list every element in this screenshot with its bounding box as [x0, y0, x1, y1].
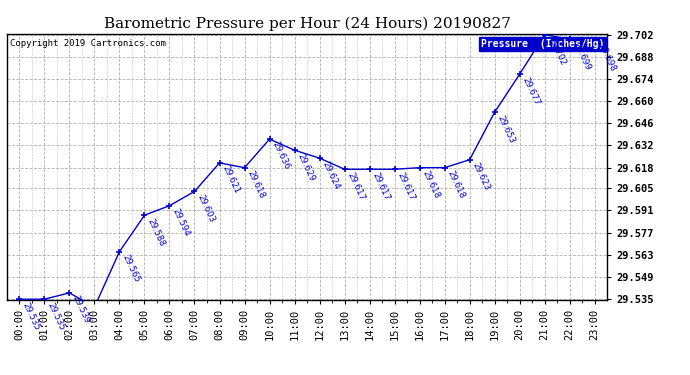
Text: 29.588: 29.588 [146, 217, 167, 248]
Text: 29.617: 29.617 [396, 171, 417, 202]
Text: 29.535: 29.535 [46, 301, 67, 332]
Text: 29.617: 29.617 [346, 171, 367, 202]
Text: 29.624: 29.624 [321, 159, 342, 190]
Text: 29.621: 29.621 [221, 164, 242, 195]
Text: 29.530: 29.530 [0, 374, 1, 375]
Title: Barometric Pressure per Hour (24 Hours) 20190827: Barometric Pressure per Hour (24 Hours) … [104, 17, 511, 31]
Text: 29.539: 29.539 [71, 294, 92, 325]
Text: 29.653: 29.653 [496, 114, 517, 145]
Text: 29.698: 29.698 [596, 42, 617, 73]
Text: 29.677: 29.677 [521, 75, 542, 106]
Text: 29.535: 29.535 [21, 301, 41, 332]
Text: 29.617: 29.617 [371, 171, 392, 202]
Text: 29.699: 29.699 [571, 40, 592, 72]
Text: 29.618: 29.618 [421, 169, 442, 200]
Text: Pressure  (Inches/Hg): Pressure (Inches/Hg) [481, 39, 604, 49]
Text: 29.618: 29.618 [246, 169, 267, 200]
Text: 29.618: 29.618 [446, 169, 467, 200]
Text: 29.629: 29.629 [296, 152, 317, 183]
Text: 29.603: 29.603 [196, 193, 217, 224]
Text: 29.636: 29.636 [271, 141, 292, 171]
Text: 29.594: 29.594 [171, 207, 192, 238]
Text: 29.623: 29.623 [471, 161, 492, 192]
Text: 29.702: 29.702 [546, 36, 567, 67]
Text: Copyright 2019 Cartronics.com: Copyright 2019 Cartronics.com [10, 39, 166, 48]
Text: 29.565: 29.565 [121, 253, 141, 284]
